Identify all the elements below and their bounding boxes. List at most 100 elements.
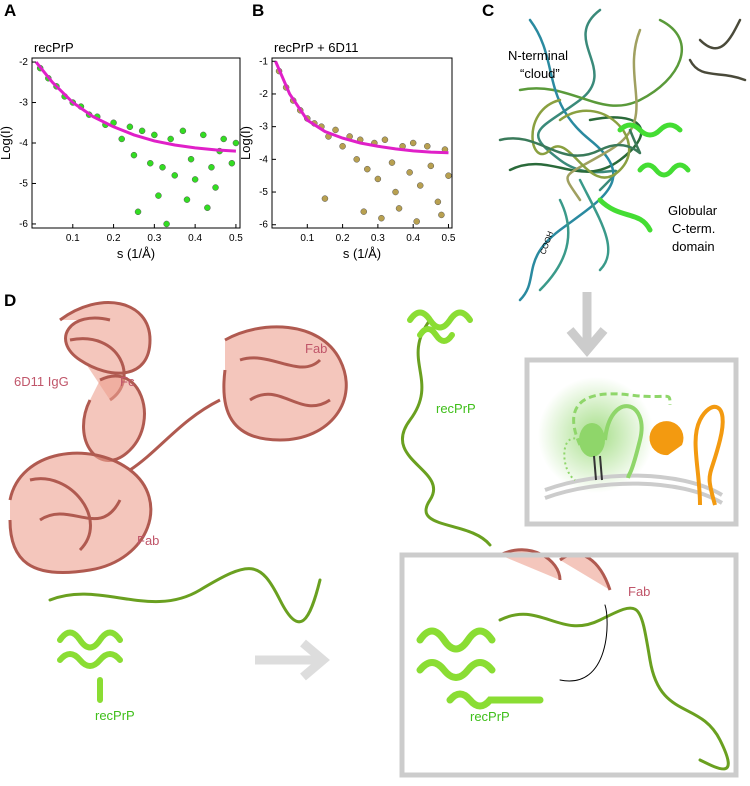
x-tick-label: 0.1 <box>300 233 314 244</box>
x-tick-label: 0.2 <box>107 233 121 244</box>
panel-label: D <box>4 291 16 310</box>
fc-label: Fc <box>120 374 135 389</box>
cloud-label: “cloud” <box>520 66 560 81</box>
data-point <box>424 143 431 150</box>
data-point <box>130 151 138 159</box>
x-tick-label: 0.4 <box>188 233 202 244</box>
d-prion <box>48 309 730 771</box>
data-point <box>191 176 199 183</box>
data-point <box>212 184 219 191</box>
data-point <box>339 143 346 150</box>
data-point <box>413 218 420 225</box>
data-point <box>321 195 329 202</box>
data-point <box>118 135 125 143</box>
panel-label: B <box>252 1 264 20</box>
y-tick-label: -3 <box>19 98 28 109</box>
x-tick-label: 0.5 <box>229 233 243 244</box>
data-point <box>171 172 178 179</box>
arrow-right <box>255 639 330 681</box>
fab-label: Fab <box>628 584 650 599</box>
data-point <box>392 188 399 196</box>
y-tick-label: -6 <box>19 219 28 230</box>
data-point <box>200 131 207 139</box>
x-tick-label: 0.2 <box>336 233 350 244</box>
data-point <box>332 126 339 134</box>
x-axis-label: s (1/Å) <box>117 246 155 261</box>
data-point <box>381 136 389 143</box>
chart-title: recPrP <box>34 40 74 55</box>
data-point <box>126 123 134 131</box>
data-point <box>208 164 215 171</box>
data-point <box>409 139 417 147</box>
data-point <box>374 175 382 183</box>
x-tick-label: 0.3 <box>371 233 385 244</box>
x-tick-label: 0.4 <box>406 233 420 244</box>
inset-schematic <box>524 357 739 527</box>
y-axis-label: Log(I) <box>0 126 13 160</box>
data-point <box>220 135 227 143</box>
y-tick-label: -6 <box>259 220 268 231</box>
y-tick-label: -4 <box>19 138 28 149</box>
data-point <box>395 205 403 212</box>
antibody-label: 6D11 IgG <box>14 374 69 389</box>
y-tick-label: -5 <box>19 178 28 189</box>
data-point <box>155 192 162 199</box>
y-tick-label: -1 <box>259 56 268 67</box>
y-tick-label: -4 <box>259 154 268 165</box>
panel-label: A <box>4 1 16 20</box>
fit-line <box>34 61 237 153</box>
chart-title: recPrP + 6D11 <box>274 40 358 55</box>
data-point <box>138 127 146 135</box>
plot-frame <box>31 57 241 229</box>
data-point <box>434 198 442 206</box>
data-point <box>232 139 240 147</box>
fab-label: Fab <box>305 341 327 356</box>
data-point <box>445 172 452 179</box>
data-point <box>163 220 170 228</box>
data-point <box>151 131 158 139</box>
d-antibody <box>8 301 612 591</box>
terminus-label: COOH <box>538 230 555 256</box>
data-point <box>353 156 360 163</box>
data-point <box>204 204 211 212</box>
data-point <box>228 159 236 167</box>
prion-label: recPrP <box>470 709 510 724</box>
data-point <box>134 208 142 216</box>
data-point <box>427 162 435 170</box>
y-axis-label: Log(I) <box>238 126 253 160</box>
prion-label: recPrP <box>95 708 135 723</box>
data-point <box>360 208 368 215</box>
inset-frame <box>399 552 739 778</box>
x-axis-label: s (1/Å) <box>343 246 381 261</box>
data-point <box>438 211 445 219</box>
data-point <box>159 164 166 171</box>
data-point <box>187 155 195 163</box>
data-point <box>167 135 174 143</box>
y-tick-label: -3 <box>259 122 268 133</box>
cloud-label: N-terminal <box>508 48 568 63</box>
data-point <box>378 214 385 222</box>
data-point <box>388 159 396 166</box>
x-tick-label: 0.1 <box>66 233 80 244</box>
panel-label: C <box>482 1 494 20</box>
data-point <box>183 196 191 203</box>
data-point <box>179 127 187 135</box>
domain-label: C-term. <box>672 221 715 236</box>
y-tick-label: -5 <box>259 187 268 198</box>
fit-line <box>274 60 449 155</box>
domain-label: Globular <box>668 203 718 218</box>
data-point <box>147 159 154 167</box>
x-tick-label: 0.3 <box>147 233 161 244</box>
fab-label: Fab <box>137 533 159 548</box>
data-point <box>364 165 371 173</box>
y-tick-label: -2 <box>19 57 28 68</box>
data-point <box>406 169 413 176</box>
prion-label: recPrP <box>436 401 476 416</box>
domain-label: domain <box>672 239 715 254</box>
arrow-down <box>566 292 608 357</box>
data-point <box>416 182 424 189</box>
c-structure <box>498 8 747 302</box>
x-tick-label: 0.5 <box>442 233 456 244</box>
